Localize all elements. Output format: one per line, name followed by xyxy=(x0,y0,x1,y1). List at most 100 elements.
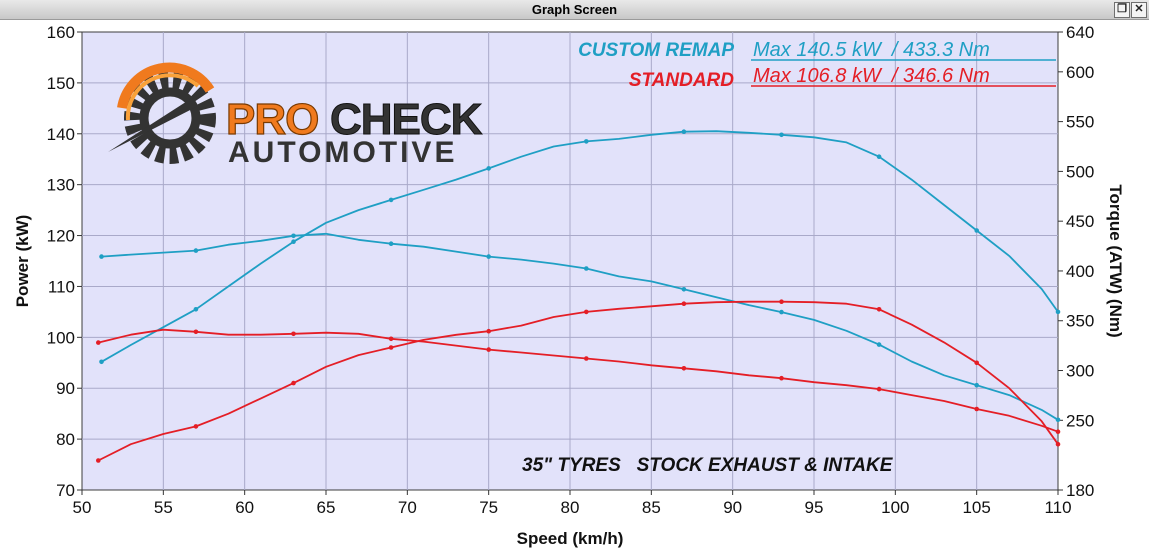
standard-power-point xyxy=(193,424,199,429)
y2-tick-label: 300 xyxy=(1066,362,1094,381)
standard-power-point xyxy=(1055,441,1061,447)
custom-power-point xyxy=(779,132,784,138)
y2-tick-label: 250 xyxy=(1066,411,1094,430)
custom-torque-point xyxy=(486,254,492,259)
y-tick-label: 160 xyxy=(47,23,75,42)
x-tick-label: 65 xyxy=(317,498,336,517)
standard-torque-point xyxy=(876,386,882,392)
brand-check: CHECK xyxy=(330,95,483,144)
standard-power-point xyxy=(584,309,589,315)
y2-axis-label: Torque (ATW) (Nm) xyxy=(1106,184,1125,337)
custom-power-point xyxy=(681,129,687,134)
custom-torque-point xyxy=(99,254,104,259)
gear-speedometer-icon xyxy=(108,62,216,164)
y-tick-label: 140 xyxy=(47,125,75,144)
y2-tick-label: 350 xyxy=(1066,312,1094,331)
standard-power-point xyxy=(876,307,882,312)
close-icon[interactable]: ✕ xyxy=(1131,2,1147,18)
restore-icon[interactable]: ❐ xyxy=(1114,2,1130,18)
x-tick-label: 55 xyxy=(154,498,173,517)
y-tick-label: 150 xyxy=(47,74,75,93)
window-title-bar[interactable]: Graph Screen ❐ ✕ xyxy=(0,0,1149,20)
y-tick-label: 120 xyxy=(47,227,75,246)
y-tick-label: 70 xyxy=(56,481,75,500)
x-tick-label: 60 xyxy=(235,498,254,517)
standard-torque-point xyxy=(1055,429,1061,435)
y2-axis-ticks: 180 250 300 350 400 450 500 550 600 640 xyxy=(1058,23,1094,500)
grid-lines xyxy=(82,32,1058,490)
annotation-text: 35" TYRES STOCK EXHAUST & INTAKE xyxy=(522,455,894,476)
y2-tick-label: 550 xyxy=(1066,113,1094,132)
y-axis-ticks: 70 80 90 100 110 120 130 140 150 160 xyxy=(47,23,82,500)
series-group xyxy=(96,129,1061,463)
x-axis-ticks: 50 55 60 65 70 75 80 85 90 95 100 105 110 xyxy=(73,490,1072,517)
legend-standard-max: Max 106.8 kW / 346.6 Nm xyxy=(753,65,990,87)
custom-power-point xyxy=(876,154,882,159)
custom-torque-point xyxy=(681,287,687,292)
x-tick-label: 85 xyxy=(642,498,661,517)
standard-torque-point xyxy=(584,356,589,361)
x-axis-label: Speed (km/h) xyxy=(517,529,624,548)
custom-torque-point xyxy=(876,342,882,347)
y2-tick-label: 450 xyxy=(1066,212,1094,231)
x-tick-label: 75 xyxy=(479,498,498,517)
y-tick-label: 110 xyxy=(48,277,75,296)
custom-power-point xyxy=(388,197,394,203)
custom-power-point xyxy=(1055,309,1061,315)
standard-power-point xyxy=(486,328,492,334)
y2-tick-label: 500 xyxy=(1066,162,1094,181)
standard-torque-point xyxy=(193,329,199,335)
procheck-logo: PRO CHECK AUTOMOTIVE xyxy=(108,62,484,169)
y-tick-label: 130 xyxy=(47,176,75,195)
custom-torque-point xyxy=(1055,417,1061,423)
custom-power-point xyxy=(193,307,199,312)
standard-power-point xyxy=(388,345,394,350)
window-title: Graph Screen xyxy=(531,2,618,17)
dyno-chart: 50 55 60 65 70 75 80 85 90 95 100 105 110 70 80 90 100 1… xyxy=(0,20,1149,556)
x-tick-label: 95 xyxy=(805,498,824,517)
custom-power-point xyxy=(486,166,492,171)
x-tick-label: 105 xyxy=(962,498,990,517)
y2-tick-label: 600 xyxy=(1066,63,1094,82)
y2-tick-label: 180 xyxy=(1066,481,1094,500)
standard-power-point xyxy=(291,380,296,386)
standard-power-point xyxy=(779,299,784,305)
custom-power-point xyxy=(584,139,589,144)
standard-power-point xyxy=(974,360,979,366)
custom-power-point xyxy=(99,359,104,365)
x-tick-label: 100 xyxy=(881,498,909,517)
legend-custom-label: CUSTOM REMAP xyxy=(578,40,734,61)
legend-custom-max: Max 140.5 kW / 433.3 Nm xyxy=(753,39,990,61)
custom-power-point xyxy=(291,239,296,244)
x-tick-label: 50 xyxy=(73,498,92,517)
brand-pro: PRO xyxy=(226,95,318,144)
custom-torque-point xyxy=(584,266,589,271)
y2-tick-label: 640 xyxy=(1066,23,1094,42)
x-tick-label: 80 xyxy=(561,498,580,517)
standard-power-point xyxy=(96,458,101,463)
standard-torque-point xyxy=(681,366,687,371)
x-tick-label: 90 xyxy=(723,498,742,517)
custom-torque-point xyxy=(974,382,979,388)
custom-torque-point xyxy=(193,248,199,253)
x-tick-label: 110 xyxy=(1044,498,1071,517)
standard-torque-point xyxy=(96,340,101,345)
standard-torque-point xyxy=(388,336,394,342)
custom-torque-point xyxy=(779,309,784,315)
standard-torque-point xyxy=(779,375,784,381)
brand-automotive: AUTOMOTIVE xyxy=(228,136,457,169)
y-tick-label: 100 xyxy=(47,328,75,347)
custom-torque-point xyxy=(388,241,394,246)
standard-power-point xyxy=(681,301,687,307)
standard-torque-point xyxy=(291,331,296,337)
y-axis-label: Power (kW) xyxy=(13,215,32,308)
y2-tick-label: 400 xyxy=(1066,262,1094,281)
y-tick-label: 90 xyxy=(56,379,75,398)
custom-power-point xyxy=(974,228,979,233)
standard-torque-point xyxy=(486,347,492,352)
x-tick-label: 70 xyxy=(398,498,417,517)
custom-torque-point xyxy=(291,233,296,239)
standard-torque-point xyxy=(974,406,979,412)
y-tick-label: 80 xyxy=(56,430,75,449)
